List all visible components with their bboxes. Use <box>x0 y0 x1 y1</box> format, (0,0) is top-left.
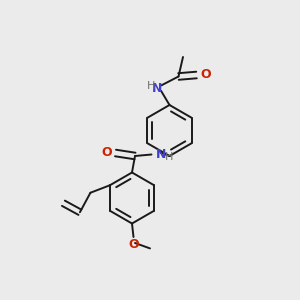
Text: O: O <box>101 146 112 159</box>
Text: O: O <box>128 238 139 251</box>
Text: N: N <box>156 148 166 161</box>
Text: H: H <box>147 81 155 91</box>
Text: N: N <box>152 82 163 95</box>
Text: O: O <box>200 68 211 81</box>
Text: H: H <box>164 152 173 162</box>
